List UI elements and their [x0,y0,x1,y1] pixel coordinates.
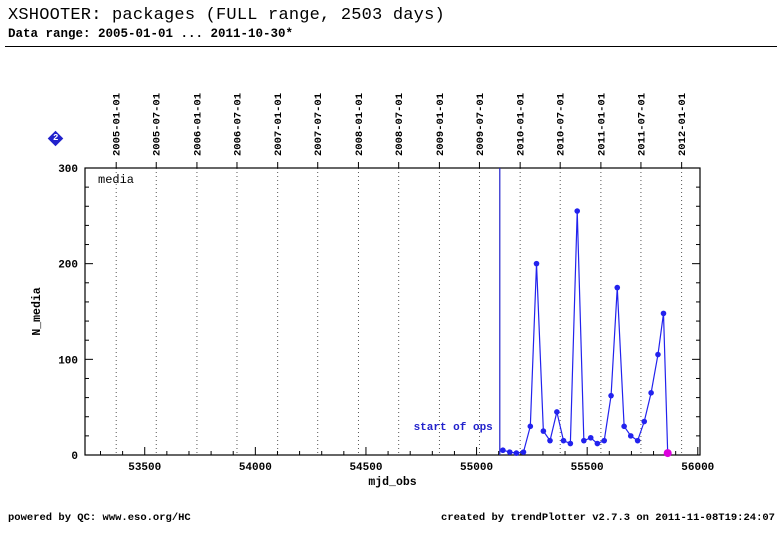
start-of-ops-label: start of ops [414,422,493,434]
x-axis-title: mjd_obs [368,476,416,489]
data-point [540,428,547,434]
top-axis-tick-label: 2007-01-01 [273,93,285,156]
top-axis-tick-label: 2005-07-01 [152,93,164,156]
data-point [581,437,587,444]
data-point [641,418,648,425]
y-axis-tick-label: 300 [58,164,78,176]
top-axis-tick-label: 2012-01-01 [677,93,689,156]
data-point [560,437,567,444]
top-axis-tick-label: 2006-07-01 [232,93,244,156]
data-point [621,423,627,430]
footer-created-by: created by trendPlotter v2.7.3 on 2011-1… [441,512,775,524]
top-axis-tick-label: 2011-07-01 [636,93,648,156]
data-point [554,409,560,415]
data-point [655,351,661,358]
data-point [634,437,641,444]
diamond-marker-label: 2 [52,133,59,143]
y-axis-title: N_media [31,287,44,335]
last-data-point [663,449,672,458]
x-axis-tick-label: 54000 [239,462,272,474]
x-axis-tick-label: 55000 [460,462,493,474]
top-axis-tick-label: 2010-01-01 [516,93,528,156]
top-axis-tick-label: 2007-07-01 [313,93,325,156]
x-axis-tick-label: 53500 [128,462,161,474]
top-axis-tick-label: 2008-07-01 [394,93,406,156]
top-axis-tick-label: 2006-01-01 [192,93,204,156]
top-axis-tick-label: 2010-07-01 [556,93,568,156]
top-axis-tick-label: 2009-01-01 [435,93,447,156]
data-point [547,437,553,444]
data-point [608,392,614,399]
top-axis-tick-label: 2009-07-01 [475,93,487,156]
plot-box [84,167,701,456]
data-range-subtitle: Data range: 2005-01-01 ... 2011-10-30* [8,27,294,41]
data-point [500,447,506,454]
x-axis-tick-label: 56000 [681,462,714,474]
data-point [520,449,527,455]
data-point [660,310,667,317]
data-point [648,390,654,396]
footer-powered-by: powered by QC: www.eso.org/HC [8,512,191,524]
y-axis-tick-label: 100 [58,355,78,367]
legend-label: media [98,173,134,187]
data-point [513,450,520,456]
data-point [567,440,574,447]
header-divider [5,46,777,47]
data-point [527,423,534,430]
y-axis-tick-label: 200 [58,260,78,272]
data-point [601,437,608,444]
data-point [627,433,634,439]
top-axis-tick-label: 2005-01-01 [112,93,124,156]
top-axis-tick-label: 2008-01-01 [354,93,366,156]
x-axis-tick-label: 55500 [571,462,604,474]
data-point [506,449,513,455]
top-axis-tick-label: 2011-01-01 [596,93,608,156]
data-point [533,260,540,267]
page-title: XSHOOTER: packages (FULL range, 2503 day… [8,6,445,25]
data-point [594,440,601,447]
x-axis-tick-label: 54500 [349,462,382,474]
data-point [614,284,621,291]
data-line [502,211,669,454]
data-point [587,434,594,441]
data-point [574,208,581,214]
y-axis-tick-label: 0 [71,451,78,463]
